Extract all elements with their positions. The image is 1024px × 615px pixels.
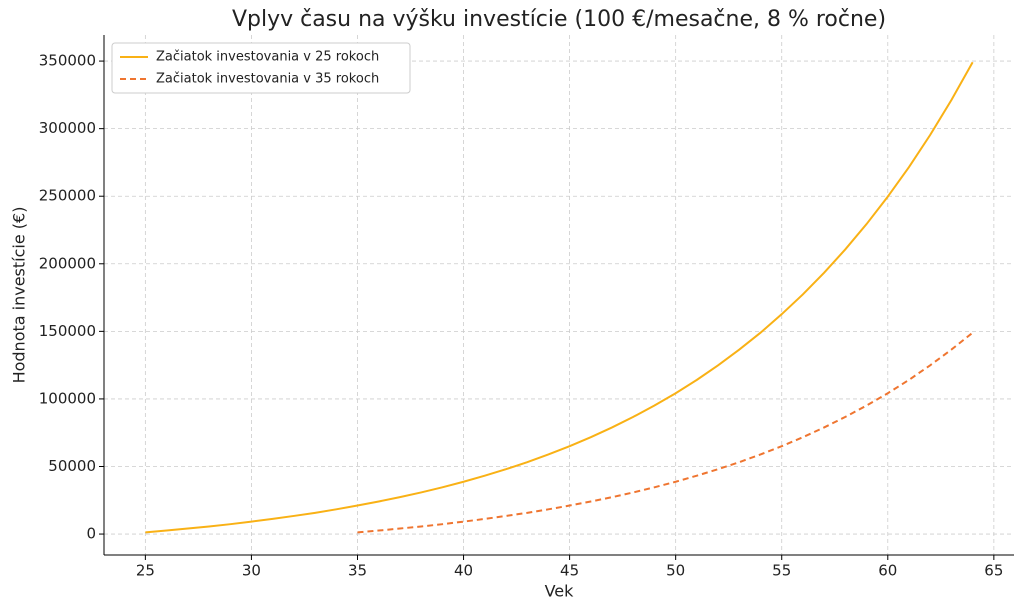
x-axis-label: Vek (545, 582, 575, 601)
y-tick-label: 200000 (39, 254, 96, 272)
x-tick-label: 50 (666, 562, 685, 580)
legend-label: Začiatok investovania v 25 rokoch (156, 50, 379, 65)
y-tick-label: 300000 (39, 119, 96, 137)
x-tick-label: 55 (772, 562, 791, 580)
x-tick-label: 30 (242, 562, 261, 580)
y-tick-label: 350000 (39, 52, 96, 70)
y-tick-label: 100000 (39, 389, 96, 407)
y-tick-label: 0 (86, 525, 96, 543)
y-axis-label: Hodnota investície (€) (10, 207, 29, 384)
y-tick-label: 250000 (39, 187, 96, 205)
series-line (145, 61, 974, 534)
x-tick-label: 45 (560, 562, 579, 580)
y-tick-label: 150000 (39, 322, 96, 340)
x-tick-label: 60 (878, 562, 897, 580)
x-tick-label: 40 (454, 562, 473, 580)
legend-label: Začiatok investovania v 35 rokoch (156, 72, 379, 87)
x-tick-label: 35 (348, 562, 367, 580)
chart-title: Vplyv času na výšku investície (100 €/me… (232, 7, 886, 32)
y-tick-label: 50000 (48, 457, 96, 475)
legend-box (111, 42, 411, 94)
series-line (357, 331, 974, 534)
x-tick-label: 65 (984, 562, 1003, 580)
x-tick-label: 25 (136, 562, 155, 580)
